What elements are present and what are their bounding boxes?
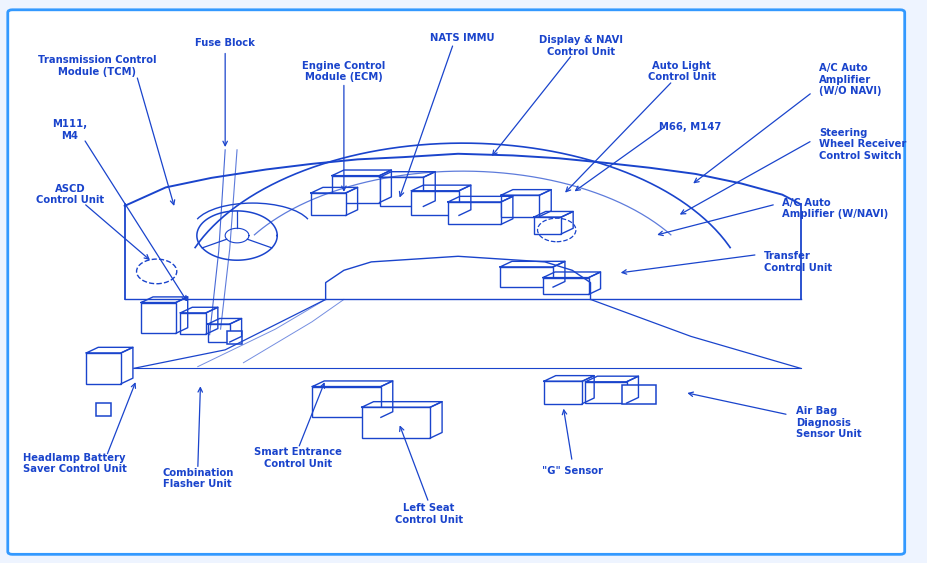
Bar [500, 267, 552, 287]
Text: Transfer
Control Unit: Transfer Control Unit [763, 251, 832, 272]
Text: NATS IMMU: NATS IMMU [430, 33, 494, 43]
Text: Combination
Flasher Unit: Combination Flasher Unit [162, 468, 234, 489]
Bar [411, 191, 459, 216]
Text: ASCD
Control Unit: ASCD Control Unit [36, 184, 104, 205]
Bar [542, 278, 588, 294]
Bar [208, 324, 230, 342]
Bar [227, 332, 241, 343]
Bar [180, 313, 206, 334]
Bar [311, 193, 346, 216]
Bar [141, 302, 175, 333]
Text: Transmission Control
Module (TCM): Transmission Control Module (TCM) [38, 55, 157, 77]
Bar [332, 176, 379, 203]
Text: Fuse Block: Fuse Block [195, 38, 255, 48]
Text: M111,
M4: M111, M4 [52, 119, 87, 141]
Bar [86, 353, 121, 384]
Text: Air Bag
Diagnosis
Sensor Unit: Air Bag Diagnosis Sensor Unit [795, 406, 860, 439]
Bar [362, 407, 430, 438]
FancyBboxPatch shape [7, 10, 904, 555]
Bar [379, 177, 423, 207]
Bar [501, 195, 539, 217]
Text: Display & NAVI
Control Unit: Display & NAVI Control Unit [539, 35, 623, 57]
Bar [312, 387, 380, 417]
Bar [543, 381, 581, 404]
Text: Left Seat
Control Unit: Left Seat Control Unit [394, 503, 463, 525]
Text: "G" Sensor: "G" Sensor [541, 466, 603, 476]
Bar [448, 202, 501, 225]
Bar [533, 217, 561, 234]
Bar [585, 382, 626, 403]
Text: A/C Auto
Amplifier (W/NAVI): A/C Auto Amplifier (W/NAVI) [781, 198, 888, 220]
Bar [95, 403, 111, 416]
Bar [621, 385, 655, 404]
Text: Smart Entrance
Control Unit: Smart Entrance Control Unit [254, 447, 342, 469]
Text: Engine Control
Module (ECM): Engine Control Module (ECM) [302, 61, 385, 82]
Text: Headlamp Battery
Saver Control Unit: Headlamp Battery Saver Control Unit [22, 453, 126, 475]
Text: A/C Auto
Amplifier
(W/O NAVI): A/C Auto Amplifier (W/O NAVI) [818, 63, 881, 96]
Text: M66, M147: M66, M147 [658, 122, 720, 132]
Text: Steering
Wheel Receiver
Control Switch: Steering Wheel Receiver Control Switch [818, 128, 906, 161]
Text: Auto Light
Control Unit: Auto Light Control Unit [647, 61, 715, 82]
